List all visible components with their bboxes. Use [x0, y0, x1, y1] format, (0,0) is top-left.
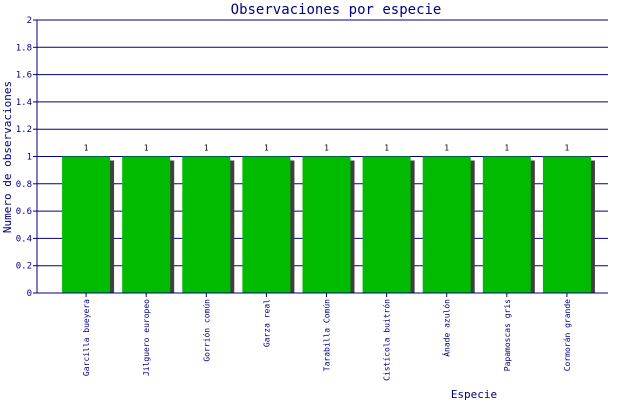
y-tick-label: 1.6	[16, 71, 32, 81]
y-axis-ticks: 0 0.2 0.4 0.6 0.8 1 1.2 1.4 1.6 1.8 2	[16, 16, 32, 299]
y-tick-label: 0.8	[16, 180, 32, 190]
bar-value-label: 1	[264, 144, 269, 153]
bar-value-label: 1	[84, 144, 89, 153]
y-tick-label: 0	[27, 289, 32, 299]
x-category-label: Ánade azulón	[441, 299, 452, 357]
bars: 1 1 1 1 1 1 1 1 1	[62, 144, 595, 293]
axes	[33, 19, 608, 297]
bar-value-label: 1	[444, 144, 449, 153]
x-category-label: Cistícola buitrón	[382, 299, 392, 381]
bar	[362, 156, 411, 293]
y-axis-label: Numero de observaciones	[1, 81, 14, 233]
y-tick-label: 1	[27, 153, 32, 163]
bar	[302, 156, 351, 293]
y-tick-label: 0.2	[16, 262, 32, 272]
x-category-label: Jilguero europeo	[142, 299, 151, 376]
x-category-label: Papamoscas gris	[503, 299, 512, 371]
bar-value-label: 1	[504, 144, 509, 153]
bar	[182, 156, 231, 293]
x-axis-label: Especie	[451, 388, 497, 400]
y-tick-label: 1.4	[16, 98, 32, 108]
chart-title: Observaciones por especie	[231, 2, 442, 18]
x-category-label: Garcilla bueyera	[82, 299, 91, 376]
y-tick-label: 0.6	[16, 207, 32, 217]
bar	[62, 156, 111, 293]
bar-value-label: 1	[324, 144, 329, 153]
bar-value-label: 1	[565, 144, 570, 153]
bar	[542, 156, 591, 293]
bar	[242, 156, 291, 293]
bar-value-label: 1	[204, 144, 209, 153]
y-tick-label: 2	[27, 16, 32, 26]
x-axis-categories: Garcilla bueyera Jilguero europeo Gorrión …	[82, 299, 572, 381]
bar	[122, 156, 171, 293]
y-tick-label: 1.2	[16, 125, 32, 135]
x-category-label: Gorrión común	[201, 299, 211, 362]
x-category-label: Cormorán grande	[563, 299, 572, 371]
x-category-label: Garza real	[262, 299, 271, 347]
bar-value-label: 1	[384, 144, 389, 153]
x-category-label: Tarabilla Común	[323, 299, 332, 371]
y-tick-label: 1.8	[16, 43, 32, 53]
bar	[482, 156, 531, 293]
bar-value-label: 1	[144, 144, 149, 153]
bar	[422, 156, 471, 293]
y-tick-label: 0.4	[16, 234, 32, 244]
